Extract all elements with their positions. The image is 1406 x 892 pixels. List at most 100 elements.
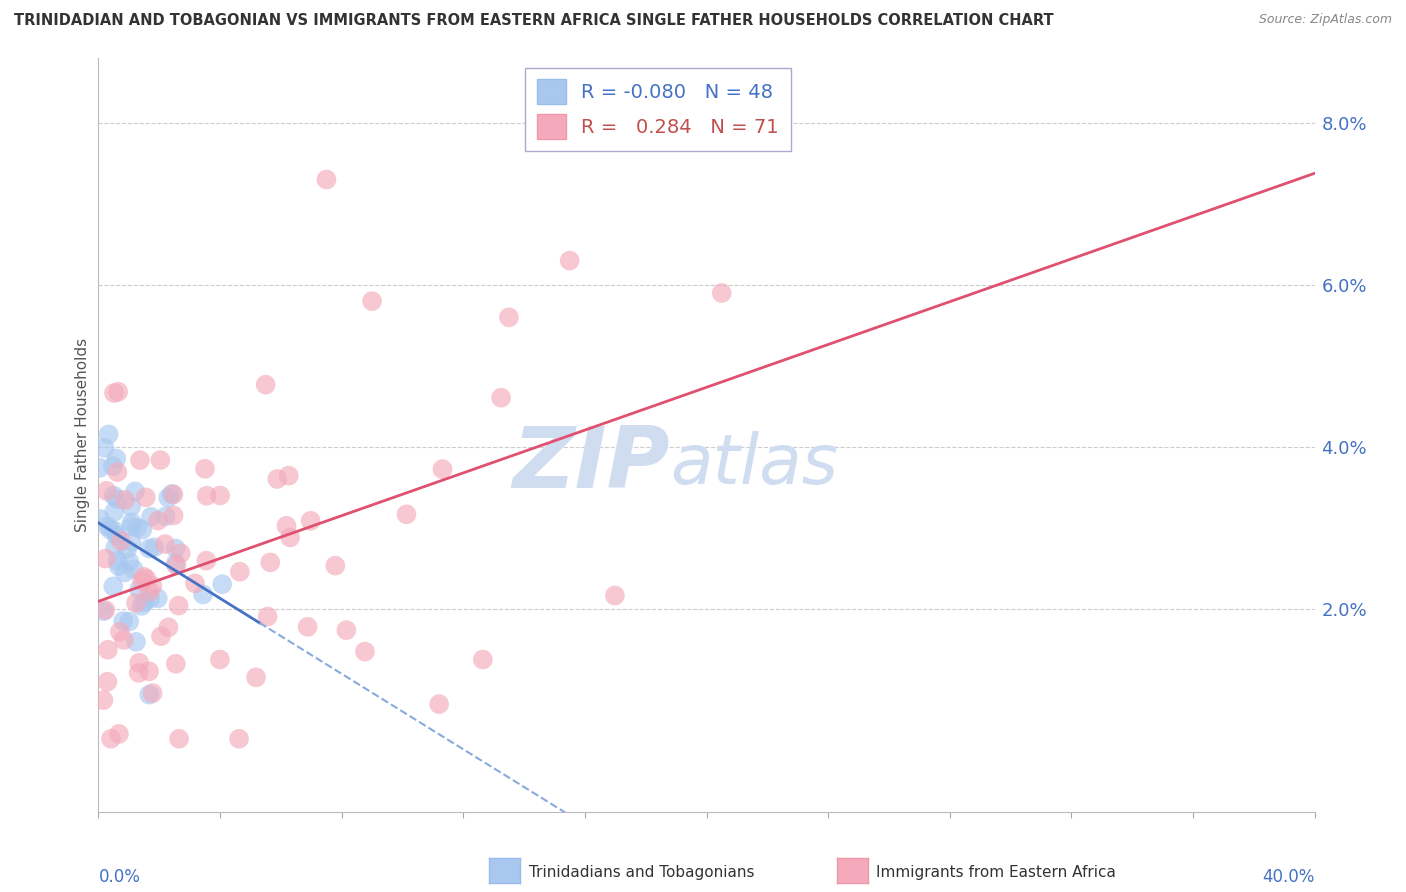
Point [120,500,142,514]
Point [558,253,581,268]
Point [104,541,127,555]
Text: Source: ZipAtlas.com: Source: ZipAtlas.com [1258,13,1392,27]
Point [105,465,128,479]
Point [118,615,141,629]
Point [96,483,118,498]
Point [93,693,115,707]
Point [266,472,288,486]
Point [114,566,136,580]
Point [108,624,131,639]
Point [138,541,160,556]
Point [194,462,217,476]
Point [146,591,169,606]
Point [107,384,129,399]
Point [323,558,346,573]
Point [128,665,150,680]
Point [128,656,150,670]
Point [134,595,156,609]
Point [138,688,160,702]
Point [103,524,125,538]
Point [162,508,184,523]
Point [229,565,252,579]
Point [259,555,281,569]
Point [120,535,142,549]
Point [165,541,187,556]
Point [105,492,128,507]
Point [89,461,111,475]
Point [131,599,153,613]
Point [256,609,278,624]
Text: Trinidadians and Tobagonians: Trinidadians and Tobagonians [529,865,754,880]
Point [108,727,131,741]
Point [157,620,180,634]
Point [195,489,218,503]
Point [122,562,145,576]
Point [167,599,190,613]
Point [129,453,152,467]
Point [139,509,162,524]
Point [211,577,233,591]
Point [143,541,166,555]
Point [208,652,231,666]
Point [97,427,120,442]
Point [105,451,128,466]
Text: Immigrants from Eastern Africa: Immigrants from Eastern Africa [876,865,1116,880]
Point [112,614,135,628]
Point [471,652,494,666]
Point [710,285,733,300]
Point [131,574,153,589]
Point [167,731,190,746]
Point [125,635,148,649]
Point [105,529,128,543]
Point [141,579,163,593]
Point [155,509,177,524]
Point [245,670,267,684]
Point [96,519,118,533]
Point [184,576,207,591]
Point [121,516,143,530]
Point [131,523,153,537]
Point [94,603,117,617]
Point [94,551,117,566]
Text: 0.0%: 0.0% [98,868,141,887]
Point [97,642,120,657]
Text: ZIP: ZIP [512,424,671,507]
Point [138,665,160,679]
Legend: R = -0.080   N = 48, R =   0.284   N = 71: R = -0.080 N = 48, R = 0.284 N = 71 [524,68,790,151]
Point [93,604,115,618]
Point [93,441,115,455]
Point [138,584,160,599]
Point [96,674,118,689]
Point [128,582,150,597]
Point [103,489,125,503]
Point [427,697,450,711]
Point [110,533,132,548]
Text: 40.0%: 40.0% [1263,868,1315,887]
Point [160,487,183,501]
Point [139,591,162,606]
Point [135,572,157,586]
Point [153,537,176,551]
Point [335,623,357,637]
Point [114,492,136,507]
Point [191,587,214,601]
Point [165,557,187,571]
Point [297,620,319,634]
Point [100,731,122,746]
Point [107,554,129,568]
Point [150,629,173,643]
Point [603,589,626,603]
Text: TRINIDADIAN AND TOBAGONIAN VS IMMIGRANTS FROM EASTERN AFRICA SINGLE FATHER HOUSE: TRINIDADIAN AND TOBAGONIAN VS IMMIGRANTS… [14,13,1053,29]
Point [489,391,512,405]
Point [299,514,322,528]
Point [157,491,180,505]
Point [118,555,141,569]
Point [89,512,111,526]
Point [498,310,520,325]
Y-axis label: Single Father Households: Single Father Households [75,338,90,532]
Point [170,546,193,560]
Point [276,518,298,533]
Point [103,505,125,519]
Point [395,508,418,522]
Text: atlas: atlas [671,432,838,499]
